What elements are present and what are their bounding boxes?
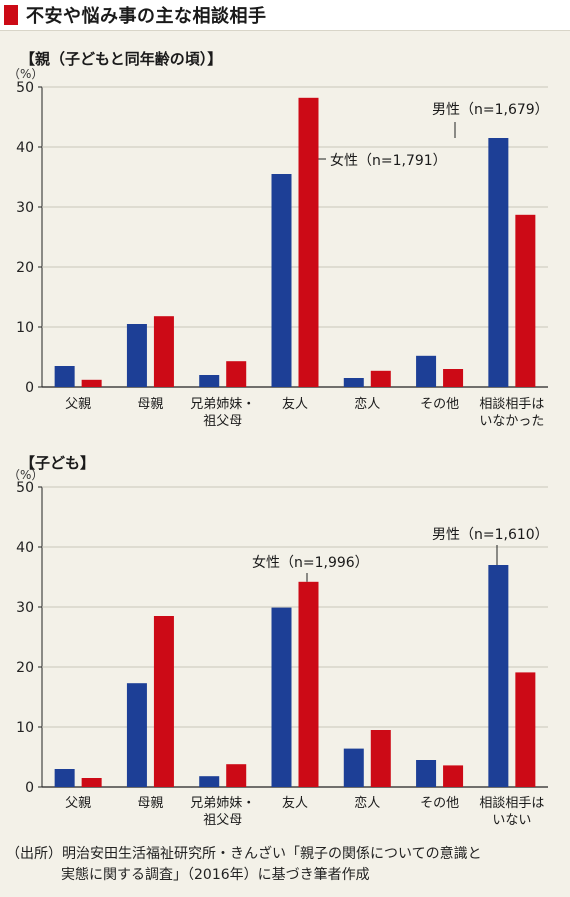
category-label: 父親 <box>65 796 91 811</box>
y-unit-label: （%） <box>8 468 43 482</box>
bar-female <box>443 369 464 387</box>
category-label: 友人 <box>282 795 308 811</box>
bar-female <box>515 214 536 387</box>
y-tick-label: 10 <box>16 320 34 336</box>
bar-male <box>271 174 292 387</box>
y-tick-label: 0 <box>25 780 34 796</box>
bar-male <box>343 748 364 787</box>
category-label: 母親 <box>137 796 163 811</box>
chart-parents: 【親（子どもと同年齢の頃）】（%） 0 10 20 30 40 50 父親 母親 兄弟姉妹・祖父母… <box>8 50 549 429</box>
bar-female <box>153 316 174 387</box>
bar-female <box>298 581 319 787</box>
y-tick-label: 40 <box>16 540 34 556</box>
bar-male <box>343 378 364 387</box>
chart-children: 【子ども】（%） 0 10 20 30 40 50 父親 母親 兄弟姉妹・祖父母 友人 恋人 その他 相談… <box>8 454 549 828</box>
category-label: 兄弟姉妹・ <box>190 796 255 811</box>
bar-female <box>370 730 391 787</box>
category-label: その他 <box>420 397 459 412</box>
category-label: 友人 <box>282 396 308 412</box>
y-tick-label: 30 <box>16 600 34 616</box>
bar-female <box>298 97 319 388</box>
bar-female <box>81 379 102 387</box>
bar-female <box>153 616 174 787</box>
bar-female <box>515 672 536 787</box>
y-tick-label: 20 <box>16 660 34 676</box>
bar-male <box>54 769 75 787</box>
category-label: 恋人 <box>354 795 380 811</box>
y-tick-label: 50 <box>16 80 34 96</box>
source-line-1: （出所）明治安田生活福祉研究所・きんざい「親子の関係についての意識と <box>6 846 482 862</box>
chart-title: 【子ども】 <box>20 454 95 472</box>
category-label: 兄弟姉妹・ <box>190 397 255 412</box>
category-label: 祖父母 <box>203 414 242 429</box>
bar-male <box>271 607 292 787</box>
bar-male <box>126 683 147 787</box>
bar-female <box>226 764 247 787</box>
y-tick-label: 10 <box>16 720 34 736</box>
category-label: 父親 <box>65 397 91 412</box>
category-label: 相談相手は <box>479 795 544 811</box>
legend-label: 女性（n=1,996） <box>252 554 369 571</box>
bar-female <box>81 778 102 787</box>
legend-label: 男性（n=1,679） <box>432 102 549 118</box>
category-label: いない <box>492 813 531 828</box>
bar-female <box>226 361 247 387</box>
y-tick-label: 50 <box>16 480 34 496</box>
bar-male <box>126 324 147 387</box>
y-tick-label: 0 <box>25 380 34 396</box>
bar-male <box>54 366 75 387</box>
legend-label: 男性（n=1,610） <box>432 527 549 543</box>
category-label: 相談相手は <box>479 396 544 412</box>
category-label: いなかった <box>479 414 544 429</box>
bar-male <box>199 776 220 787</box>
bar-male <box>416 355 437 387</box>
y-unit-label: （%） <box>8 67 43 81</box>
chart-title: 【親（子どもと同年齢の頃）】 <box>20 50 222 68</box>
bar-female <box>443 765 464 787</box>
category-label: 母親 <box>137 397 163 412</box>
y-tick-label: 20 <box>16 260 34 276</box>
bar-male <box>488 565 509 787</box>
source-line-2: 実態に関する調査」（2016年）に基づき筆者作成 <box>61 867 370 883</box>
header-bar: 不安や悩み事の主な相談相手 <box>0 0 570 31</box>
y-tick-label: 30 <box>16 200 34 216</box>
y-tick-label: 40 <box>16 140 34 156</box>
category-label: 祖父母 <box>203 813 242 828</box>
bar-male <box>199 375 220 387</box>
source-note: （出所）明治安田生活福祉研究所・きんざい「親子の関係についての意識と 実態に関す… <box>6 844 566 886</box>
bar-male <box>488 138 509 387</box>
category-label: 恋人 <box>354 396 380 412</box>
legend-label: 女性（n=1,791） <box>330 152 447 169</box>
page-title: 不安や悩み事の主な相談相手 <box>26 6 267 27</box>
category-label: その他 <box>420 796 459 811</box>
title-marker-icon <box>4 5 18 25</box>
bar-male <box>416 760 437 787</box>
bar-female <box>370 370 391 387</box>
